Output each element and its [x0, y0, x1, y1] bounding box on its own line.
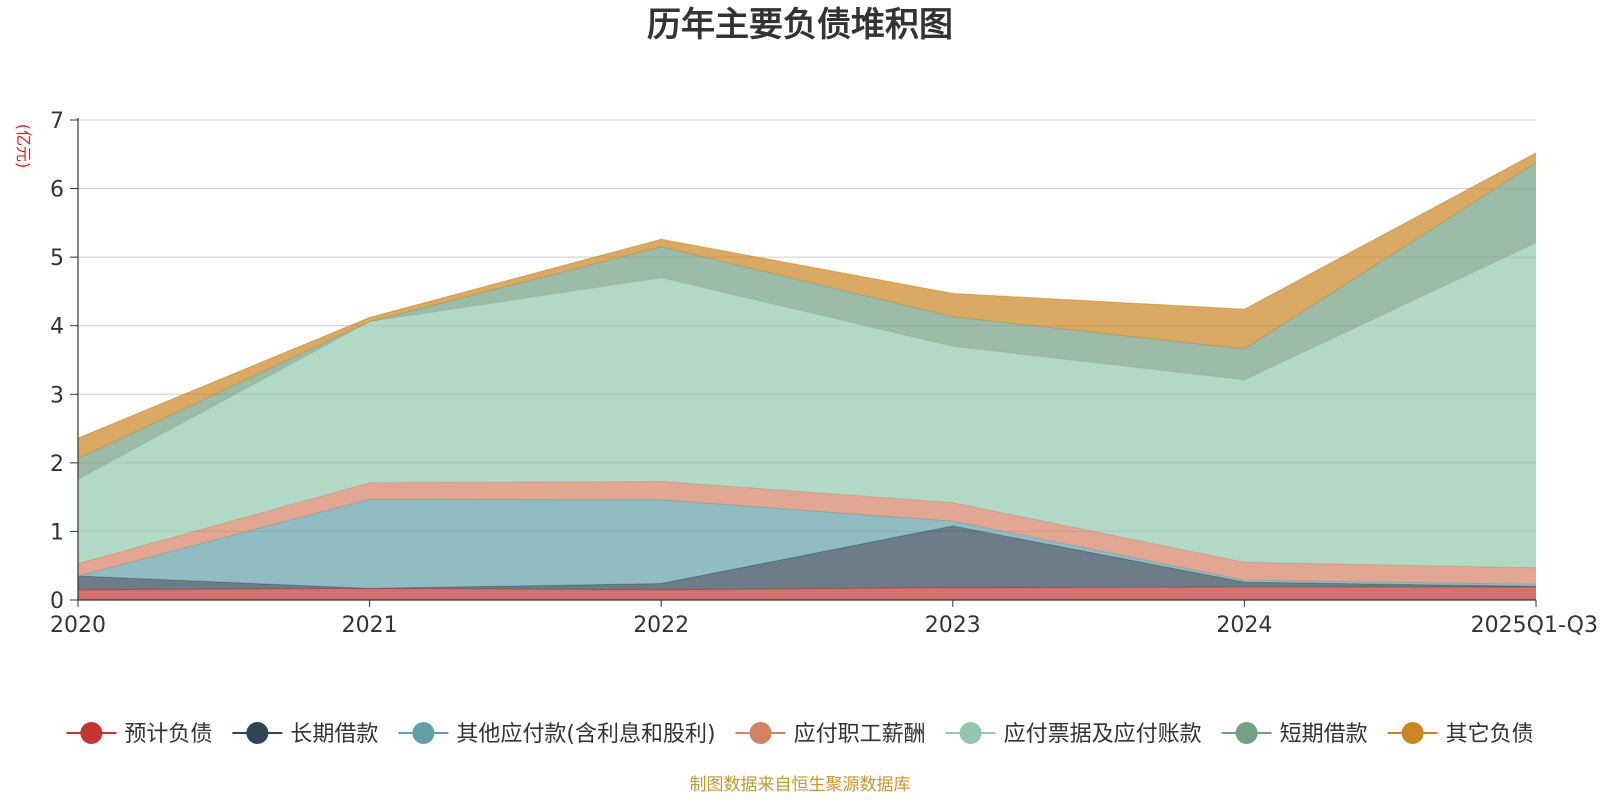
area-应付票据及应付账款[interactable] — [78, 242, 1536, 568]
legend-item[interactable]: 其他应付款(含利息和股利) — [398, 722, 716, 747]
legend-marker — [749, 722, 772, 744]
area-预计负债[interactable] — [78, 586, 1536, 600]
y-axis-unit: (亿元) — [14, 124, 33, 169]
chart-title: 历年主要负债堆积图 — [647, 5, 953, 45]
y-tick-label: 1 — [50, 520, 64, 545]
legend-label: 短期借款 — [1280, 722, 1368, 747]
legend-item[interactable]: 其它负债 — [1387, 722, 1534, 747]
y-tick-label: 4 — [50, 315, 64, 340]
legend-label: 应付职工薪酬 — [794, 722, 926, 747]
legend-label: 预计负债 — [124, 722, 212, 747]
area-应付职工薪酬[interactable] — [78, 481, 1536, 585]
legend-marker — [80, 722, 103, 744]
legend-marker — [246, 722, 269, 744]
legend-marker — [1235, 722, 1258, 744]
axes: 0 1 2 3 4 5 6 7 2020 2021 2022 2023 2024 2025Q1-Q3 — [50, 109, 1598, 638]
x-tick-label: 2020 — [50, 613, 106, 638]
y-tick-label: 2 — [50, 452, 64, 477]
x-tick-label: 2025Q1-Q3 — [1471, 613, 1598, 638]
area-series — [77, 152, 1537, 600]
source-note: 制图数据来自恒生聚源数据库 — [690, 775, 911, 795]
legend-marker — [1401, 722, 1424, 744]
y-tick-label: 5 — [50, 246, 64, 271]
y-tick-label: 7 — [50, 109, 64, 134]
legend-label: 长期借款 — [290, 722, 378, 747]
x-tick-label: 2022 — [633, 613, 689, 638]
area-edge-line — [77, 152, 1537, 439]
legend-label: 应付票据及应付账款 — [1004, 722, 1202, 747]
legend-item[interactable]: 长期借款 — [232, 722, 378, 747]
y-tick-label: 3 — [50, 383, 64, 408]
x-tick-label: 2023 — [925, 613, 981, 638]
x-tick-label: 2024 — [1216, 613, 1272, 638]
legend-label: 其它负债 — [1446, 722, 1534, 747]
area-长期借款[interactable] — [78, 525, 1536, 590]
x-tick-label: 2021 — [342, 613, 398, 638]
y-tick-label: 0 — [50, 589, 64, 614]
y-tick-label: 6 — [50, 178, 64, 203]
legend-item[interactable]: 应付职工薪酬 — [735, 722, 926, 747]
legend-item[interactable]: 应付票据及应付账款 — [945, 722, 1202, 747]
area-其他应付款(含利息和股利)[interactable] — [78, 499, 1536, 589]
legend-label: 其他应付款(含利息和股利) — [456, 722, 715, 747]
legend-marker — [412, 722, 435, 744]
legend-marker — [959, 722, 982, 744]
legend[interactable]: 预计负债 长期借款 其他应付款(含利息和股利) 应付职工薪酬 应付票据及应付账款 短期借款… — [66, 722, 1534, 747]
legend-item[interactable]: 短期借款 — [1221, 722, 1368, 747]
legend-item[interactable]: 预计负债 — [66, 722, 212, 747]
